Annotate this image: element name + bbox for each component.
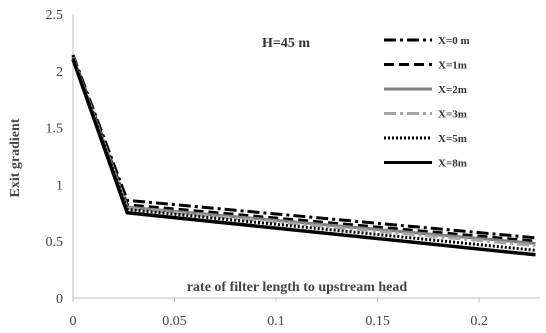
series-lines [71, 54, 536, 257]
legend-label: X=8m [438, 158, 467, 170]
y-tick-label: 0.5 [46, 235, 64, 250]
legend-label: X=1m [438, 60, 467, 72]
legend: X=0 m X=1m X=2m X=3m X=5m X=8m [384, 35, 470, 170]
legend-label: X=2m [438, 84, 467, 96]
y-tick-labels: 0 0.5 1 1.5 2 2.5 [46, 8, 64, 307]
y-tick-label: 2.5 [46, 8, 64, 23]
x-tick-label: 0.15 [365, 314, 390, 329]
y-tick-label: 1.5 [46, 122, 64, 137]
x-tick-labels: 0 0.05 0.1 0.15 0.2 [70, 298, 488, 329]
x-tick-label: 0.1 [267, 314, 285, 329]
x-tick-label: 0 [70, 314, 77, 329]
x-tick-label: 0.05 [162, 314, 187, 329]
y-tick-label: 0 [56, 292, 63, 307]
x-tick-label: 0.2 [470, 314, 488, 329]
series-line-6 [71, 58, 536, 257]
y-tick-label: 2 [56, 65, 63, 80]
chart-annotation: H=45 m [262, 36, 310, 51]
x-axis-label: rate of filter length to upstream head [187, 280, 408, 295]
axes [72, 14, 540, 299]
y-tick-label: 1 [56, 178, 63, 193]
legend-label: X=3m [438, 109, 467, 121]
series-line-1 [71, 54, 536, 240]
y-axis-label: Exit gradient [8, 118, 23, 197]
legend-label: X=5m [438, 133, 467, 145]
legend-label: X=0 m [438, 35, 470, 47]
